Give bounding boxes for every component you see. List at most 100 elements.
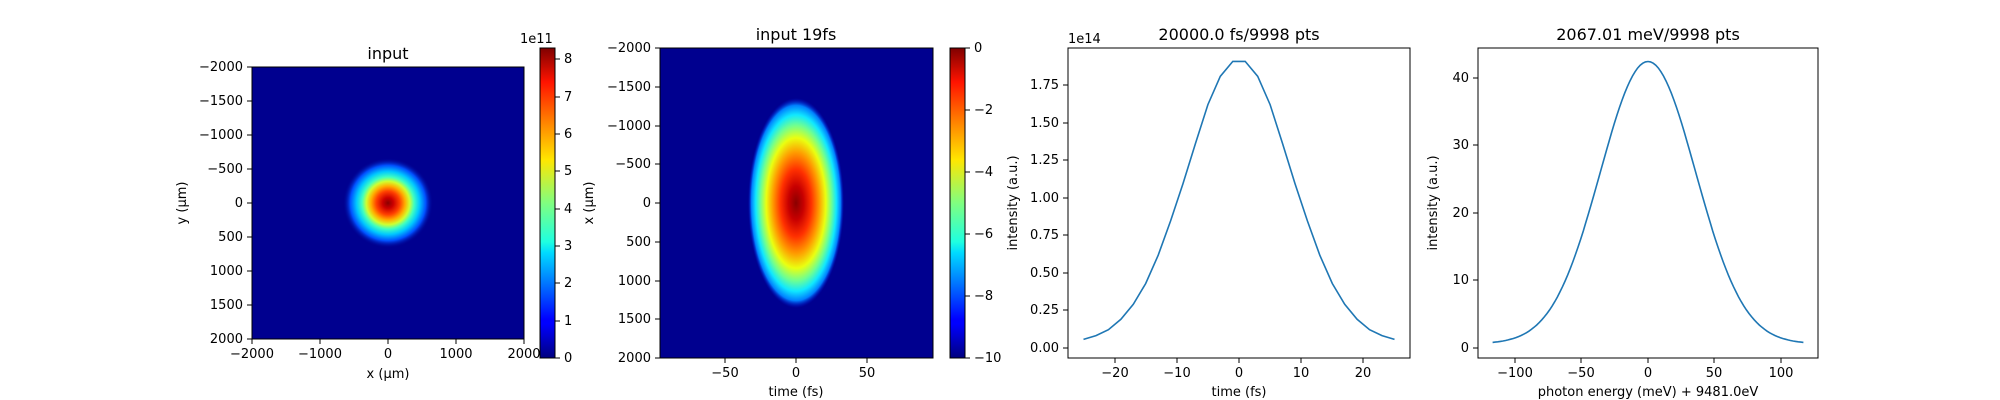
y-offset-label: 1e14	[1068, 32, 1101, 47]
x-ticks	[724, 358, 868, 363]
y-tick-label: −500	[615, 157, 651, 172]
chart-title: 20000.0 fs/9998 pts	[1158, 25, 1319, 44]
y-tick-label: 30	[1452, 138, 1469, 153]
chart-title: input 19fs	[756, 25, 837, 44]
colorbar: 0 −2 −4 −6 −8 −10	[949, 41, 1001, 366]
colorbar-tick-label: 4	[564, 202, 572, 217]
x-axis-label: time (fs)	[1212, 385, 1267, 400]
y-tick-label: 2000	[618, 351, 651, 366]
y-tick-label: 1.00	[1030, 191, 1059, 206]
colorbar: 0 1 2 3 4 5 6 7 8 1e11	[520, 32, 572, 366]
y-axis-label: intensity (a.u.)	[1426, 155, 1441, 250]
plot-frame	[1477, 47, 1819, 359]
x-tick-label: 0	[792, 366, 800, 381]
y-tick-label: 1000	[618, 274, 651, 289]
y-tick-label: 0	[235, 196, 243, 211]
beam-spot	[343, 158, 433, 248]
x-ticks	[1514, 358, 1782, 363]
y-tick-label: −2000	[607, 41, 651, 56]
x-tick-label: −2000	[230, 347, 274, 362]
y-tick-label: 10	[1452, 273, 1469, 288]
colorbar-gradient	[949, 47, 966, 359]
x-ticks	[1114, 358, 1364, 363]
x-tick-label: −50	[1567, 366, 1594, 381]
y-tick-label: 1500	[210, 298, 243, 313]
x-tick-label: 100	[1769, 366, 1794, 381]
x-ticks	[251, 339, 525, 344]
x-tick-label: −20	[1101, 366, 1128, 381]
y-tick-label: 500	[626, 235, 651, 250]
y-axis-label: intensity (a.u.)	[1006, 155, 1021, 250]
x-tick-label: 0	[384, 347, 392, 362]
colorbar-tick-label: 8	[564, 52, 572, 67]
y-tick-label: 0.75	[1030, 228, 1059, 243]
chart-title: input	[367, 44, 408, 63]
plot-frame	[1067, 47, 1411, 359]
colorbar-tick-label: 0	[564, 351, 572, 366]
y-tick-label: 0.25	[1030, 303, 1059, 318]
x-axis-label: photon energy (meV) + 9481.0eV	[1538, 385, 1759, 400]
series-line	[1083, 60, 1395, 341]
x-tick-label: −100	[1497, 366, 1533, 381]
x-tick-label: 50	[1706, 366, 1723, 381]
y-tick-label: −1500	[607, 80, 651, 95]
y-tick-label: 1500	[618, 312, 651, 327]
y-ticks	[655, 47, 660, 359]
panel-input: input −2000 −1000 0 1000 2000 x (μm) −20…	[175, 32, 572, 382]
x-tick-label: 2000	[507, 347, 540, 362]
colorbar-tick-label: −6	[974, 227, 993, 242]
x-tick-label: 0	[1235, 366, 1243, 381]
y-tick-label: 20	[1452, 206, 1469, 221]
panel-spectrum: 2067.01 meV/9998 pts −100 −50 0 50 100 p…	[1426, 25, 1819, 400]
colorbar-tick-label: 3	[564, 239, 572, 254]
colorbar-tick-label: 6	[564, 127, 572, 142]
y-tick-label: 1.50	[1030, 116, 1059, 131]
x-tick-label: −10	[1163, 366, 1190, 381]
colorbar-tick-label: −4	[974, 165, 993, 180]
beam-spot	[748, 98, 844, 308]
y-tick-label: 0	[643, 196, 651, 211]
y-axis-label: x (μm)	[582, 182, 597, 225]
colorbar-tick-label: 0	[974, 41, 982, 56]
y-tick-label: −1000	[199, 128, 243, 143]
y-ticks	[247, 66, 252, 340]
y-tick-label: 1000	[210, 264, 243, 279]
y-tick-label: −1500	[199, 94, 243, 109]
colorbar-tick-label: 5	[564, 164, 572, 179]
chart-title: 2067.01 meV/9998 pts	[1556, 25, 1740, 44]
y-ticks	[1063, 84, 1068, 349]
x-tick-label: 50	[859, 366, 876, 381]
colorbar-tick-label: 1	[564, 314, 572, 329]
y-tick-label: 0.00	[1030, 341, 1059, 356]
x-tick-label: 10	[1293, 366, 1310, 381]
colorbar-tick-label: 2	[564, 276, 572, 291]
x-tick-label: 0	[1644, 366, 1652, 381]
y-tick-label: 1.75	[1030, 78, 1059, 93]
colorbar-offset-label: 1e11	[520, 32, 553, 47]
colorbar-tick-label: −10	[974, 351, 1001, 366]
panel-time-profile: 20000.0 fs/9998 pts 1e14 −20 −10 0 10 20…	[1006, 25, 1411, 400]
x-tick-label: 1000	[439, 347, 472, 362]
y-tick-label: −1000	[607, 119, 651, 134]
panel-input-19fs: input 19fs −50 0 50 time (fs) −2000 −150…	[582, 25, 1001, 400]
colorbar-tick-label: −8	[974, 289, 993, 304]
colorbar-tick-label: 7	[564, 90, 572, 105]
y-tick-label: −500	[207, 162, 243, 177]
series-line	[1492, 60, 1804, 344]
x-tick-label: −50	[711, 366, 738, 381]
y-tick-label: 1.25	[1030, 153, 1059, 168]
y-tick-label: 2000	[210, 332, 243, 347]
y-tick-label: 500	[218, 230, 243, 245]
x-axis-label: x (μm)	[367, 367, 410, 382]
y-ticks	[1473, 77, 1478, 349]
x-axis-label: time (fs)	[769, 385, 824, 400]
y-tick-label: 0	[1461, 341, 1469, 356]
y-axis-label: y (μm)	[175, 182, 190, 225]
colorbar-gradient	[539, 47, 556, 359]
x-tick-label: −1000	[298, 347, 342, 362]
x-tick-label: 20	[1355, 366, 1372, 381]
y-tick-label: 40	[1452, 71, 1469, 86]
y-tick-label: −2000	[199, 60, 243, 75]
colorbar-tick-label: −2	[974, 103, 993, 118]
